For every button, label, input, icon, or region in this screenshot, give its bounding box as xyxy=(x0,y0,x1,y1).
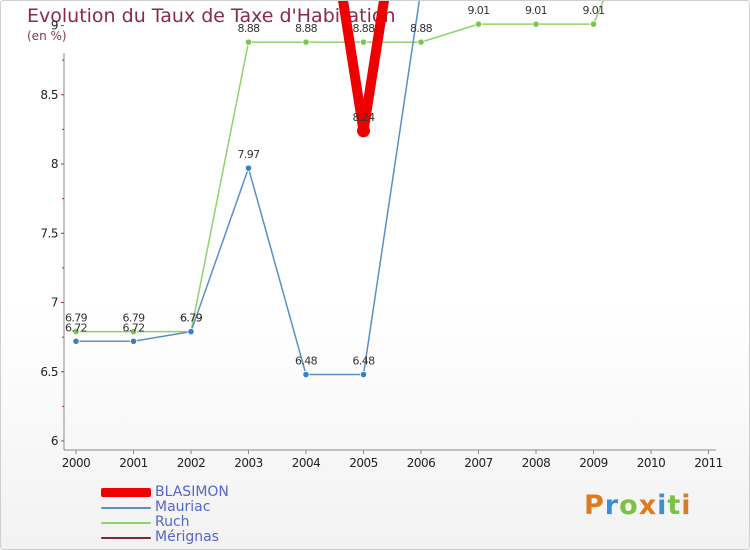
x-tick-label: 2005 xyxy=(349,456,378,470)
y-tick-label: 8.5 xyxy=(40,88,58,102)
legend-swatch xyxy=(101,488,151,497)
x-tick-label: 2008 xyxy=(522,456,551,470)
data-point xyxy=(129,327,138,336)
data-point xyxy=(417,38,425,46)
data-label: 6.79 xyxy=(180,312,203,325)
series-line-mauriac xyxy=(75,1,421,376)
data-point xyxy=(589,20,598,28)
data-label: 6.79 xyxy=(122,312,145,325)
logo-letter: o xyxy=(619,490,639,521)
data-label: 8.88 xyxy=(295,22,318,35)
x-tick-label: 2011 xyxy=(694,456,723,470)
unit-label: (en %) xyxy=(27,29,67,43)
legend-label: Mérignas xyxy=(155,529,219,545)
data-label: 8.88 xyxy=(410,22,433,35)
data-label: 9.01 xyxy=(582,4,604,17)
y-tick-label: 6.5 xyxy=(40,365,58,379)
data-label: 6.72 xyxy=(122,321,144,334)
y-tick-label: 8 xyxy=(51,157,58,171)
data-label: 6.72 xyxy=(65,321,87,334)
data-label: 9.01 xyxy=(525,4,547,17)
legend-swatch xyxy=(101,506,151,509)
data-label: 9.01 xyxy=(467,4,489,17)
legend-label: BLASIMON xyxy=(155,484,229,500)
data-point xyxy=(359,38,368,46)
data-point xyxy=(302,38,310,46)
x-tick-label: 2003 xyxy=(234,456,263,470)
data-point xyxy=(187,327,195,336)
data-point xyxy=(474,20,483,28)
legend-item: Ruch xyxy=(101,515,229,530)
logo-letter: r xyxy=(604,490,620,521)
proxiti-logo: Proxiti xyxy=(584,490,692,521)
x-tick-label: 2002 xyxy=(177,456,206,470)
y-tick-label: 6 xyxy=(51,434,58,448)
logo-letter: i xyxy=(681,490,692,521)
data-point xyxy=(244,164,253,172)
legend-item: BLASIMON xyxy=(101,485,229,500)
data-label: 8.88 xyxy=(237,22,260,35)
x-tick-label: 2001 xyxy=(119,456,148,470)
data-point xyxy=(302,370,310,379)
series-line-ruch xyxy=(75,1,605,333)
data-point xyxy=(72,327,80,336)
logo-letter: t xyxy=(667,490,682,521)
legend-label: Mauriac xyxy=(155,499,211,515)
data-label: 6.79 xyxy=(180,312,203,325)
legend-item: Mérignas xyxy=(101,530,229,545)
data-point xyxy=(357,124,370,138)
legend-item: Mauriac xyxy=(101,500,229,515)
x-tick-label: 2006 xyxy=(407,456,436,470)
x-tick-label: 2009 xyxy=(579,456,608,470)
y-tick-label: 7 xyxy=(51,296,58,310)
logo-letter: x xyxy=(638,490,658,521)
series-line-blasimon xyxy=(338,1,389,136)
data-point xyxy=(244,38,253,46)
x-tick-label: 2004 xyxy=(292,456,321,470)
x-tick-label: 2000 xyxy=(62,456,91,470)
data-point xyxy=(72,337,80,345)
legend-swatch xyxy=(101,536,151,539)
data-label: 8.88 xyxy=(352,22,375,35)
x-tick-label: 2010 xyxy=(637,456,666,470)
chart-title: Evolution du Taux de Taxe d'Habitation xyxy=(27,5,396,27)
data-point xyxy=(359,370,368,379)
data-label: 6.79 xyxy=(65,312,88,325)
legend-label: Ruch xyxy=(155,514,190,530)
legend: BLASIMON Mauriac Ruch Mérignas xyxy=(101,485,229,545)
data-label: 8.24 xyxy=(352,111,375,124)
y-tick-label: 7.5 xyxy=(40,226,58,240)
x-tick-label: 2007 xyxy=(464,456,493,470)
data-point xyxy=(532,20,540,28)
data-label: 6.48 xyxy=(352,355,375,368)
y-tick-label: 9 xyxy=(51,19,58,33)
logo-letter: P xyxy=(584,490,605,521)
legend-swatch xyxy=(101,521,151,524)
data-label: 7.97 xyxy=(237,148,260,161)
data-label: 6.48 xyxy=(295,355,318,368)
logo-letter: i xyxy=(657,490,668,521)
data-point xyxy=(129,337,138,345)
